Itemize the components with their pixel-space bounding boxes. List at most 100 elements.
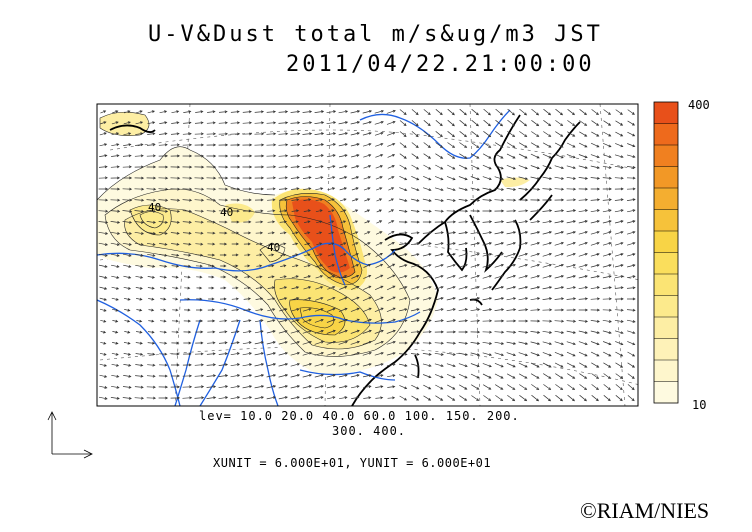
wind-vector-arrow (363, 154, 372, 158)
wind-vector-arrow (602, 252, 612, 257)
wind-vector-arrow (303, 187, 312, 191)
wind-vector-arrow (230, 396, 241, 400)
wind-vector-arrow (614, 165, 624, 169)
wind-vector-arrow (124, 308, 131, 312)
wind-vector-arrow (518, 153, 528, 159)
wind-vector-arrow (218, 198, 229, 202)
wind-vector-arrow (363, 253, 371, 257)
wind-vector-arrow (316, 231, 323, 235)
wind-vector-arrow (304, 242, 311, 246)
wind-vector-arrow (255, 297, 264, 301)
wind-vector-arrow (482, 263, 493, 268)
wind-vector-arrow (134, 396, 145, 400)
wind-vector-arrow (506, 319, 517, 323)
wind-vector-arrow (627, 384, 635, 391)
wind-vector-arrow (111, 121, 119, 125)
wind-vector-arrow (338, 351, 349, 356)
wind-vector-arrow (554, 341, 565, 346)
wind-vector-arrow (123, 286, 132, 290)
wind-vector-arrow (172, 286, 179, 290)
wind-vector-arrow (255, 308, 264, 312)
wind-vector-arrow (158, 165, 169, 169)
wind-vector-arrow (111, 363, 120, 367)
wind-vector-arrow (376, 187, 383, 191)
wind-vector-arrow (578, 330, 588, 334)
wind-vector-arrow (494, 263, 505, 268)
wind-vector-arrow (518, 274, 528, 279)
wind-vector-arrow (183, 264, 192, 268)
wind-vector-arrow (206, 209, 216, 213)
wind-vector-arrow (170, 220, 180, 224)
wind-vector-arrow (350, 374, 360, 378)
wind-vector-arrow (494, 274, 505, 279)
wind-vector-arrow (134, 385, 144, 389)
wind-vector-arrow (326, 121, 337, 125)
wind-vector-arrow (219, 330, 228, 334)
wind-vector-arrow (507, 131, 516, 138)
wind-vector-arrow (471, 131, 480, 138)
wind-vector-arrow (614, 319, 624, 323)
wind-vector-arrow (388, 187, 395, 191)
wind-vector-arrow (339, 396, 348, 400)
wind-vector-arrow (146, 176, 157, 180)
wind-vector-arrow (110, 209, 121, 213)
wind-vector-arrow (122, 209, 133, 213)
wind-vector-arrow (111, 264, 120, 268)
wind-vector-arrow (352, 231, 359, 235)
wind-vector-arrow (364, 220, 371, 224)
wind-vector-arrow (410, 308, 420, 312)
wind-vector-arrow (170, 176, 181, 180)
wind-vector-arrow (506, 153, 516, 159)
wind-vector-arrow (531, 120, 540, 127)
wind-vector-arrow (302, 143, 313, 147)
wind-vector-arrow (542, 341, 553, 346)
wind-vector-arrow (399, 142, 407, 148)
wind-vector-arrow (579, 373, 588, 379)
contour-levels-line1: lev= 10.0 20.0 40.0 60.0 100. 150. 200. (199, 409, 520, 423)
wind-vector-arrow (614, 330, 624, 335)
wind-vector-arrow (518, 176, 529, 181)
wind-vector-arrow (627, 297, 636, 301)
wind-vector-arrow (494, 153, 504, 159)
wind-vector-arrow (410, 341, 420, 345)
colorbar-band (654, 274, 678, 296)
wind-vector-arrow (254, 121, 265, 125)
wind-vector-arrow (627, 341, 636, 346)
wind-vector-arrow (207, 308, 215, 312)
wind-vector-arrow (98, 176, 108, 180)
wind-vector-arrow (470, 308, 481, 312)
wind-vector-arrow (267, 286, 276, 290)
wind-vector-arrow (207, 242, 216, 246)
wind-vector-arrow (566, 241, 576, 246)
wind-vector-arrow (590, 308, 601, 312)
wind-vector-arrow (280, 264, 287, 268)
wind-vector-arrow (458, 308, 469, 312)
wind-vector-arrow (376, 198, 383, 202)
wind-vector-arrow (470, 187, 481, 191)
wind-vector-arrow (542, 319, 553, 323)
wind-vector-arrow (591, 384, 599, 391)
wind-vector-arrow (244, 264, 251, 268)
wind-vector-arrow (147, 132, 156, 136)
wind-vector-arrow (423, 395, 432, 401)
wind-vector-arrow (290, 373, 301, 378)
colorbar-band (654, 188, 678, 210)
wind-vector-arrow (326, 351, 337, 356)
wind-vector-arrow (363, 385, 372, 389)
wind-vector-arrow (411, 384, 420, 390)
wind-vector-arrow (554, 252, 564, 257)
wind-vector-arrow (135, 253, 144, 257)
wind-vector-arrow (242, 198, 252, 202)
wind-vector-arrow (458, 373, 468, 379)
wind-vector-arrow (134, 176, 145, 180)
wind-vector-arrow (135, 352, 144, 356)
wind-vector-arrow (627, 395, 635, 402)
wind-vector-arrow (194, 187, 205, 191)
wind-vector-arrow (230, 374, 241, 378)
wind-vector-arrow (554, 198, 565, 202)
wind-vector-arrow (555, 373, 564, 379)
wind-vector-arrow (256, 264, 263, 268)
wind-vector-arrow (411, 374, 420, 379)
wind-vector-arrow (411, 175, 420, 181)
wind-vector-arrow (590, 176, 601, 180)
